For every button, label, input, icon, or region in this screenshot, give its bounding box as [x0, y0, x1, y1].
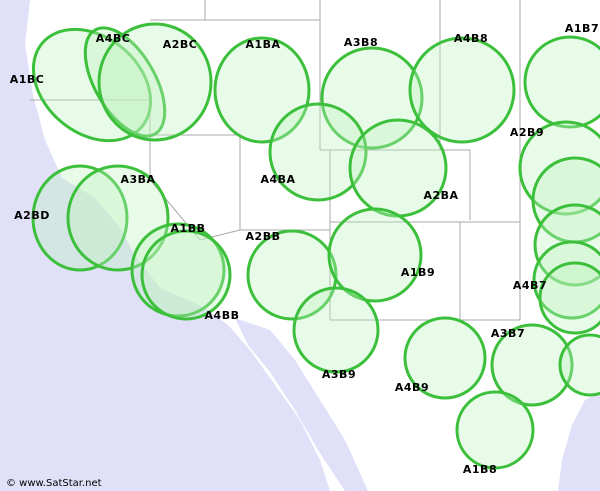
beam-label: A3B9 — [322, 368, 356, 381]
beam-label: A4BC — [96, 32, 131, 45]
beams — [31, 22, 600, 470]
beam-label: A2BA — [423, 189, 458, 202]
beam — [268, 102, 368, 202]
beam-label: A1B8 — [463, 463, 497, 476]
beam — [97, 22, 213, 142]
beam-label: A1BB — [171, 222, 206, 235]
beam — [538, 261, 600, 335]
beam-label: A1BA — [245, 38, 280, 51]
beam — [246, 229, 338, 321]
beam-label: A2B9 — [510, 126, 544, 139]
beam — [327, 207, 423, 303]
beam-label: A4BB — [205, 309, 240, 322]
beam-labels: A1BC A4BC A2BC A1BA A3B8 A4B8 A1B7 A2B9 … — [10, 22, 599, 476]
beam — [66, 164, 170, 272]
gulf-of-california — [235, 318, 368, 491]
credit: © www.SatStar.net — [6, 478, 102, 489]
beam-label: A1BC — [10, 73, 45, 86]
beam — [31, 164, 129, 272]
beam — [403, 316, 487, 400]
beam-label: A3BA — [120, 173, 155, 186]
beam-label: A1B9 — [401, 266, 435, 279]
beam-label: A2BD — [14, 209, 50, 222]
beam — [518, 120, 600, 216]
beam-label: A1B7 — [565, 22, 599, 35]
beam — [130, 222, 226, 318]
beam-label: A4B9 — [395, 381, 429, 394]
beam — [532, 240, 600, 320]
beam — [455, 390, 535, 470]
beam — [490, 323, 574, 407]
beam-label: A4BA — [260, 173, 295, 186]
beam-label: A4B7 — [513, 279, 547, 292]
beam-label: A3B7 — [491, 327, 525, 340]
beam — [408, 36, 516, 144]
land — [25, 0, 600, 491]
beam — [140, 229, 232, 321]
beam-label: A3B8 — [344, 36, 378, 49]
beam-label: A2BB — [246, 230, 281, 243]
beam — [558, 333, 600, 397]
beam — [523, 35, 600, 129]
beam — [292, 286, 380, 374]
beam-label: A2BC — [163, 38, 198, 51]
beam-label: A4B8 — [454, 32, 488, 45]
beam — [320, 46, 424, 150]
